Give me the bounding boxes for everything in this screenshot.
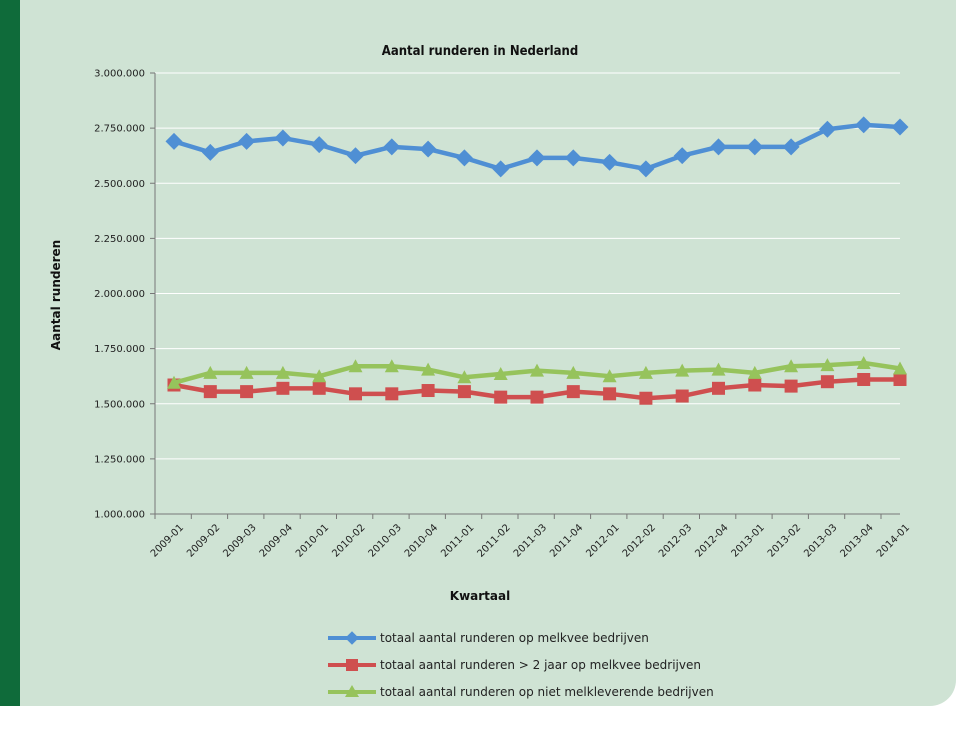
data-point [167, 375, 181, 389]
y-tick-label: 1.500.000 [94, 399, 145, 410]
data-point [494, 390, 508, 404]
legend-item-ouder-dan-2-jaar: totaal aantal runderen > 2 jaar op melkv… [328, 651, 848, 678]
series-2 [167, 372, 907, 405]
data-point [493, 366, 508, 380]
data-point [530, 390, 544, 404]
data-point [276, 381, 290, 395]
data-point [312, 381, 326, 395]
chart-title: Aantal runderen in Nederland [382, 44, 578, 59]
data-point [856, 355, 871, 369]
legend-label: totaal aantal runderen op niet melklever… [380, 684, 714, 699]
data-point [855, 116, 873, 134]
data-point [820, 375, 834, 389]
data-point [857, 372, 871, 386]
legend-item-niet-melkleverend: totaal aantal runderen op niet melklever… [328, 678, 848, 705]
data-point [673, 147, 691, 165]
data-point [347, 147, 364, 165]
legend-swatch-green [328, 681, 376, 703]
data-point [310, 136, 328, 154]
data-point [711, 362, 726, 376]
data-point [312, 369, 327, 383]
data-point [457, 370, 472, 384]
data-point [603, 387, 617, 401]
data-point [419, 140, 437, 158]
data-point [782, 138, 800, 156]
y-tick-label: 1.250.000 [94, 454, 145, 465]
legend-swatch-red [328, 654, 376, 676]
y-axis-label: Aantal runderen [49, 240, 63, 350]
data-point [239, 365, 254, 379]
data-point [274, 129, 292, 147]
y-tick-label: 2.250.000 [94, 234, 145, 245]
series-1 [165, 116, 909, 178]
data-point [240, 385, 254, 399]
data-point [675, 363, 690, 377]
series-layer [165, 116, 909, 405]
data-point [564, 149, 582, 167]
data-point [784, 359, 799, 373]
data-point [637, 160, 655, 178]
legend-item-melkvee: totaal aantal runderen op melkvee bedrij… [328, 624, 848, 651]
data-point [638, 365, 653, 379]
series-3 [167, 355, 907, 389]
data-point [349, 387, 362, 401]
data-point [893, 372, 907, 386]
data-point [747, 365, 762, 379]
data-point [820, 358, 835, 372]
data-point [566, 385, 580, 399]
data-point [566, 365, 581, 379]
legend-swatch-blue [328, 627, 376, 649]
data-point [710, 138, 727, 156]
data-point [891, 118, 909, 136]
y-tick-label: 3.000.000 [94, 69, 145, 80]
accent-bar [0, 0, 20, 706]
data-point [201, 143, 219, 161]
data-point [385, 387, 399, 401]
legend: totaal aantal runderen op melkvee bedrij… [328, 624, 848, 705]
y-tick-label: 2.000.000 [94, 289, 145, 300]
data-point [712, 381, 725, 395]
data-point [601, 153, 619, 171]
legend-label: totaal aantal runderen > 2 jaar op melkv… [380, 657, 701, 672]
legend-label: totaal aantal runderen op melkvee bedrij… [380, 630, 649, 645]
data-point [893, 361, 907, 375]
data-point [421, 384, 435, 398]
data-point [165, 132, 183, 150]
x-axis-label: Kwartaal [450, 589, 510, 603]
data-point [455, 149, 473, 167]
data-point [639, 391, 653, 405]
data-point [457, 385, 471, 399]
data-point [528, 149, 546, 167]
data-point [492, 160, 510, 178]
y-tick-label: 2.750.000 [94, 124, 145, 135]
y-tick-label: 1.000.000 [94, 510, 145, 521]
data-point [238, 132, 256, 150]
data-point [421, 362, 436, 376]
data-point [203, 385, 217, 399]
data-point [384, 359, 399, 373]
data-point [203, 365, 218, 379]
y-tick-label: 1.750.000 [94, 344, 145, 355]
data-point [784, 379, 798, 393]
data-point [383, 138, 401, 156]
data-point [348, 359, 363, 373]
data-point [675, 389, 689, 403]
data-point [748, 378, 762, 392]
y-tick-label: 2.500.000 [94, 179, 145, 190]
data-point [746, 138, 764, 156]
data-point [275, 365, 290, 379]
data-point [602, 369, 617, 383]
plot-area [155, 60, 900, 550]
data-point [530, 363, 544, 377]
y-axis-ticks: 1.000.000 1.250.000 1.500.000 1.750.000 2.00… [94, 69, 156, 521]
